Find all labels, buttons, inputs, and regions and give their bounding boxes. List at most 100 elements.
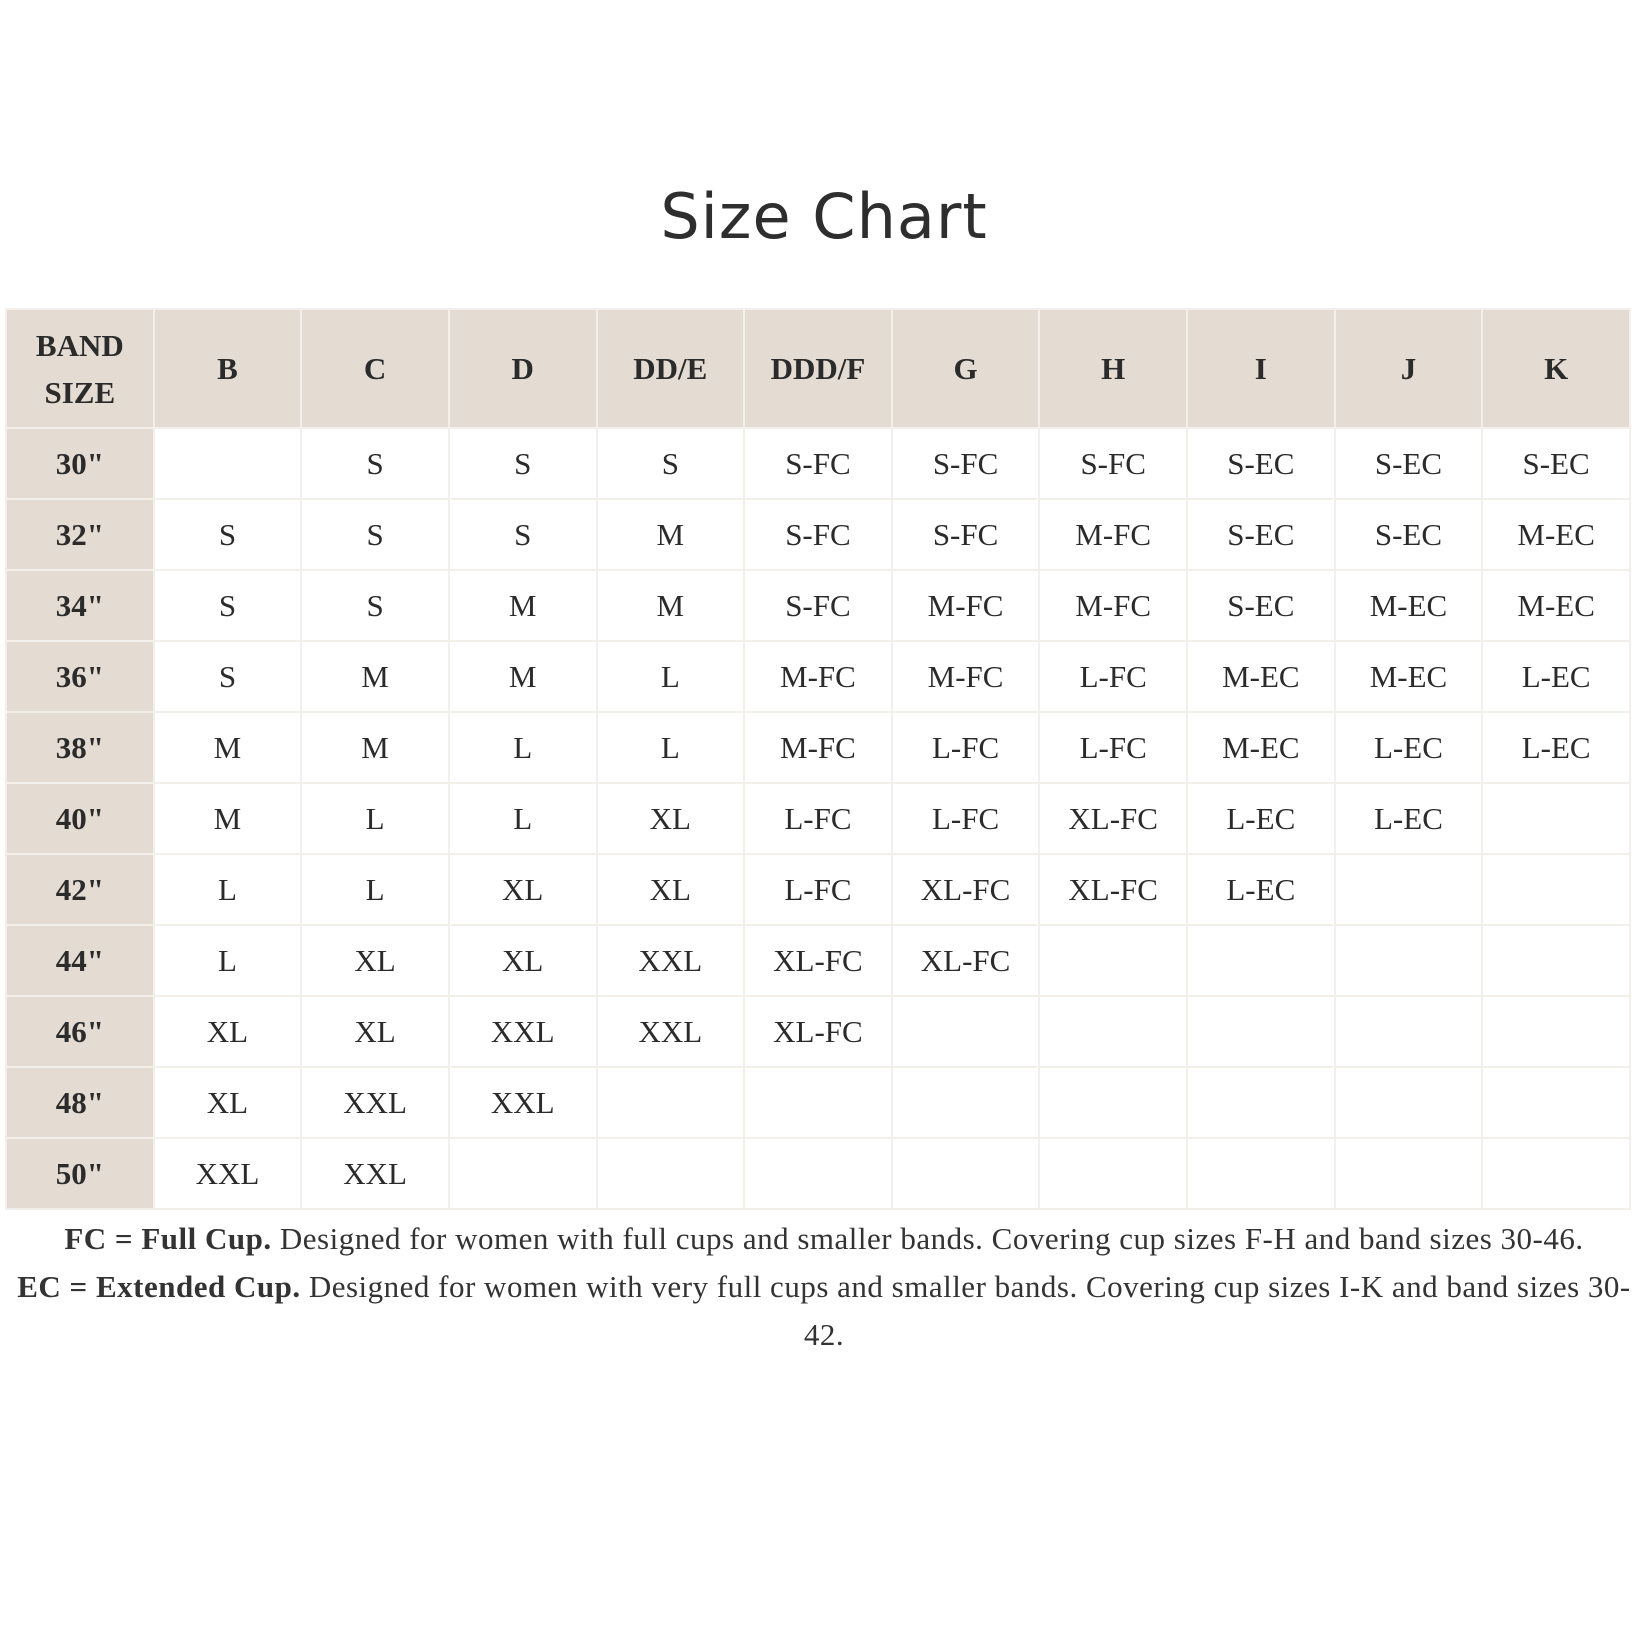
size-cell <box>743 1066 893 1139</box>
size-cell: L-EC <box>1481 711 1631 784</box>
size-cell: L <box>447 711 598 784</box>
size-cell: M <box>300 711 450 784</box>
band-size-cell: 50" <box>5 1137 155 1210</box>
size-cell <box>1333 995 1484 1068</box>
size-cell: M-FC <box>743 711 893 784</box>
header-row: BAND SIZE B C D DD/E DDD/F G H I J K <box>5 308 1631 429</box>
size-cell <box>890 995 1041 1068</box>
table-row: 42" L L XL XL L-FC XL-FC XL-FC L-EC <box>5 853 1631 926</box>
table-row: 50" XXL XXL <box>5 1137 1631 1210</box>
size-cell: M-FC <box>890 569 1041 642</box>
cup-size-header: D <box>447 308 598 429</box>
size-cell: XL <box>152 1066 303 1139</box>
size-cell: L-EC <box>1186 782 1336 855</box>
table-row: 44" L XL XL XXL XL-FC XL-FC <box>5 924 1631 997</box>
band-size-cell: 40" <box>5 782 155 855</box>
size-cell: S-FC <box>743 427 893 500</box>
size-cell <box>1038 1066 1188 1139</box>
size-cell: S <box>152 569 303 642</box>
size-cell <box>1333 1066 1484 1139</box>
note-term: FC = Full Cup. <box>64 1221 272 1256</box>
note-text: Designed for women with full cups and sm… <box>271 1221 1584 1256</box>
size-cell: M <box>595 498 746 571</box>
size-cell <box>1038 995 1188 1068</box>
size-cell: S-FC <box>743 498 893 571</box>
band-size-cell: 42" <box>5 853 155 926</box>
table-row: 36" S M M L M-FC M-FC L-FC M-EC M-EC L-EC <box>5 640 1631 713</box>
size-cell: M <box>447 640 598 713</box>
size-cell: M <box>152 782 303 855</box>
band-size-cell: 38" <box>5 711 155 784</box>
size-cell: S <box>595 427 746 500</box>
band-header-line: SIZE <box>44 374 116 410</box>
size-cell: XXL <box>447 1066 598 1139</box>
size-cell: L <box>447 782 598 855</box>
size-cell: M-FC <box>1038 569 1188 642</box>
size-cell: M-EC <box>1333 640 1484 713</box>
size-cell: S-EC <box>1186 498 1336 571</box>
size-cell: M <box>300 640 450 713</box>
size-cell: XL-FC <box>743 995 893 1068</box>
size-cell: L-FC <box>743 782 893 855</box>
size-cell: M-FC <box>1038 498 1188 571</box>
size-cell: M-EC <box>1333 569 1484 642</box>
size-cell: XXL <box>152 1137 303 1210</box>
size-cell: XL-FC <box>890 853 1041 926</box>
size-cell: S-FC <box>1038 427 1188 500</box>
size-cell <box>1481 1066 1631 1139</box>
size-cell <box>595 1066 746 1139</box>
cup-size-header: J <box>1333 308 1484 429</box>
size-cell: XL <box>300 995 450 1068</box>
size-cell <box>1186 1066 1336 1139</box>
size-cell: XL <box>595 853 746 926</box>
band-size-cell: 48" <box>5 1066 155 1139</box>
cup-size-header: C <box>300 308 450 429</box>
size-cell: XL-FC <box>1038 782 1188 855</box>
size-cell <box>595 1137 746 1210</box>
band-size-cell: 44" <box>5 924 155 997</box>
band-size-cell: 34" <box>5 569 155 642</box>
size-cell: M-FC <box>890 640 1041 713</box>
size-cell: XL <box>447 924 598 997</box>
legend-notes: FC = Full Cup. Designed for women with f… <box>0 1215 1648 1359</box>
size-cell: S-EC <box>1186 569 1336 642</box>
table-row: 38" M M L L M-FC L-FC L-FC M-EC L-EC L-EC <box>5 711 1631 784</box>
size-cell: XL <box>447 853 598 926</box>
size-cell: S-FC <box>890 427 1041 500</box>
size-chart-table: BAND SIZE B C D DD/E DDD/F G H I J K 30" S S S S-FC S-… <box>5 308 1631 1210</box>
size-cell: L-FC <box>890 711 1041 784</box>
note-ec: EC = Extended Cup. Designed for women wi… <box>4 1263 1644 1359</box>
page-title: Size Chart <box>660 180 988 253</box>
band-size-cell: 30" <box>5 427 155 500</box>
size-cell <box>1333 853 1484 926</box>
size-cell: XL <box>152 995 303 1068</box>
band-size-cell: 46" <box>5 995 155 1068</box>
size-cell <box>1481 1137 1631 1210</box>
size-cell: S <box>300 569 450 642</box>
size-cell: M <box>595 569 746 642</box>
note-fc: FC = Full Cup. Designed for women with f… <box>4 1215 1644 1263</box>
size-cell <box>447 1137 598 1210</box>
size-cell: L-EC <box>1333 711 1484 784</box>
size-cell: XL-FC <box>1038 853 1188 926</box>
size-cell <box>1333 1137 1484 1210</box>
size-cell: L-EC <box>1333 782 1484 855</box>
size-cell: M-FC <box>743 640 893 713</box>
size-cell: S-EC <box>1333 498 1484 571</box>
table-row: 30" S S S S-FC S-FC S-FC S-EC S-EC S-EC <box>5 427 1631 500</box>
cup-size-header: H <box>1038 308 1188 429</box>
size-cell: L-FC <box>743 853 893 926</box>
size-cell: XL-FC <box>743 924 893 997</box>
size-cell: M-EC <box>1186 711 1336 784</box>
table-row: 32" S S S M S-FC S-FC M-FC S-EC S-EC M-EC <box>5 498 1631 571</box>
size-cell: L-EC <box>1481 640 1631 713</box>
size-cell: S <box>447 498 598 571</box>
size-cell: S <box>300 498 450 571</box>
size-cell: M <box>152 711 303 784</box>
size-cell: XXL <box>300 1066 450 1139</box>
size-cell: S <box>152 498 303 571</box>
size-cell: L <box>300 853 450 926</box>
cup-size-header: B <box>152 308 303 429</box>
table-row: 46" XL XL XXL XXL XL-FC <box>5 995 1631 1068</box>
size-cell <box>1333 924 1484 997</box>
